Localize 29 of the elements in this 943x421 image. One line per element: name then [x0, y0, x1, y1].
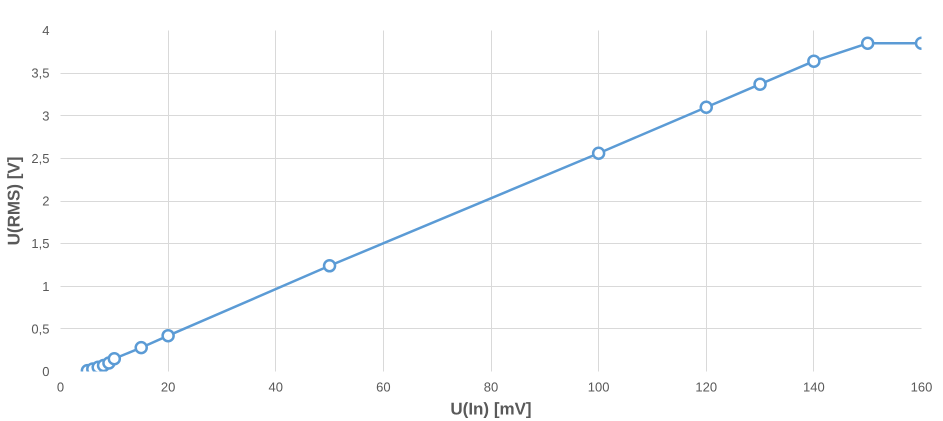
point: [108, 352, 122, 366]
x-tick-label: 80: [484, 380, 498, 394]
x-tick-label: 0: [56, 380, 64, 394]
y-tick-label: 1: [42, 278, 50, 294]
y-tick-label: 2,5: [31, 150, 50, 166]
x-tick-label: 100: [588, 380, 610, 394]
y-tick-label: 0,5: [31, 321, 50, 336]
y-tick-label: 2: [42, 194, 50, 208]
y-tick-label: 3,5: [31, 66, 50, 81]
point: [700, 100, 713, 114]
point: [161, 328, 175, 342]
point: [807, 54, 821, 68]
point: [322, 259, 336, 273]
y-axis-title: U(RMS) [V]: [4, 156, 24, 246]
y-tick-label: 1,5: [31, 236, 50, 252]
x-axis-title: U(In) [mV]: [450, 400, 532, 418]
y-tick-label: 0: [42, 364, 50, 379]
x-tick-label: 20: [160, 380, 176, 394]
x-tick-label: 60: [376, 380, 391, 394]
y-tick-label: 3: [42, 108, 50, 124]
x-tick-label: 160: [910, 380, 932, 394]
x-tick-label: 120: [695, 380, 718, 394]
point: [134, 340, 148, 354]
y-tick-label: 4: [42, 23, 50, 38]
point: [860, 36, 874, 50]
point: [753, 77, 767, 91]
point: [592, 146, 606, 160]
x-tick-label: 40: [268, 380, 283, 394]
x-tick-label: 140: [803, 380, 825, 394]
